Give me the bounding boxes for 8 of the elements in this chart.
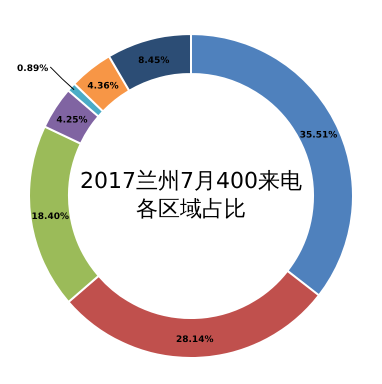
data-label: 0.89% [17, 64, 48, 74]
data-label: 4.25% [56, 116, 88, 126]
data-label: 35.51% [300, 130, 338, 141]
text: 2017兰州7月400来电各区域占比 [79, 168, 303, 224]
data-label: 18.40% [32, 212, 70, 222]
data-label: 8.45% [138, 56, 170, 66]
data-label: 4.36% [87, 82, 119, 92]
data-label: 28.14% [176, 334, 214, 345]
